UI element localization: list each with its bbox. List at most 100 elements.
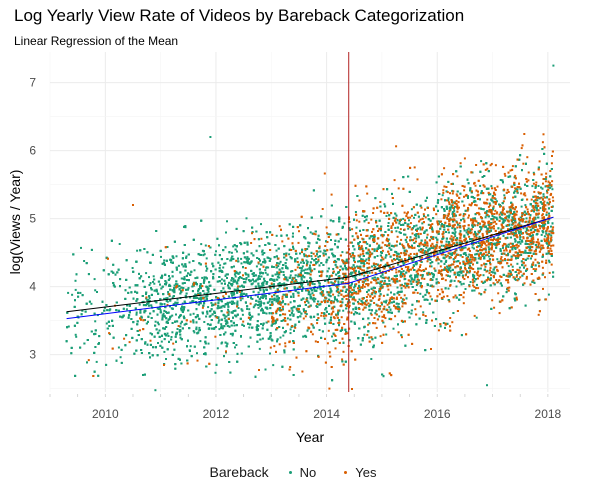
data-point-no (284, 276, 287, 279)
data-point-no (462, 213, 465, 216)
data-point-no (184, 302, 187, 304)
data-point-no (205, 265, 208, 268)
data-point-no (276, 272, 279, 275)
data-point-no (489, 193, 492, 196)
data-point-no (351, 235, 354, 238)
data-point-no (532, 171, 535, 174)
data-point-no (425, 289, 428, 292)
data-point-no (551, 230, 554, 233)
data-point-no (330, 307, 333, 310)
data-point-no (404, 233, 407, 236)
data-point-no (313, 283, 316, 286)
data-point-no (222, 304, 225, 307)
data-point-no (193, 345, 196, 348)
data-point-no (276, 340, 278, 343)
data-point-no (171, 331, 174, 334)
data-point-no (474, 230, 476, 233)
data-point-no (387, 222, 390, 224)
data-point-no (201, 276, 204, 279)
data-point-no (462, 247, 465, 250)
data-point-no (325, 310, 328, 313)
data-point-no (355, 274, 358, 277)
data-point-no (405, 241, 408, 244)
data-point-no (440, 225, 443, 228)
data-point-no (79, 291, 82, 294)
data-point-no (275, 249, 278, 252)
data-point-no (268, 300, 271, 303)
data-point-no (480, 160, 483, 163)
data-point-no (221, 300, 223, 303)
data-point-no (484, 248, 487, 251)
data-point-no (513, 191, 516, 194)
data-point-no (303, 255, 306, 258)
data-point-no (170, 336, 173, 338)
data-point-no (183, 300, 186, 303)
data-point-no (542, 193, 545, 196)
data-point-no (264, 269, 267, 272)
data-point-no (314, 297, 317, 300)
data-point-no (282, 293, 285, 296)
data-point-no (247, 273, 250, 276)
data-point-no (307, 293, 310, 296)
data-point-no (511, 246, 514, 249)
data-point-no (426, 236, 428, 239)
data-point-no (171, 314, 174, 317)
data-point-no (524, 204, 527, 207)
data-point-no (503, 194, 506, 197)
data-point-no (317, 234, 320, 237)
data-point-no (248, 262, 251, 265)
data-point-no (261, 250, 264, 253)
data-point-no (204, 244, 207, 247)
data-point-no (415, 233, 418, 236)
data-point-no (437, 220, 440, 223)
data-point-no (475, 316, 478, 319)
data-point-no (148, 276, 150, 279)
data-point-no (268, 292, 271, 295)
data-point-no (343, 222, 346, 225)
data-point-no (453, 279, 456, 282)
data-point-no (230, 251, 233, 254)
data-point-no (162, 312, 165, 315)
data-point-no (187, 309, 190, 312)
data-point-no (67, 325, 70, 328)
data-point-no (163, 309, 166, 312)
data-point-no (225, 273, 228, 276)
data-point-no (394, 212, 397, 215)
data-point-no (198, 253, 201, 256)
data-point-no (454, 205, 456, 208)
data-point-no (482, 274, 485, 277)
data-point-no (377, 245, 380, 248)
data-point-no (173, 284, 176, 287)
data-point-no (222, 266, 225, 269)
data-point-no (216, 237, 219, 240)
data-point-no (496, 258, 499, 261)
data-point-no (194, 277, 197, 280)
data-point-no (531, 185, 534, 188)
data-point-no (260, 285, 263, 288)
data-point-no (487, 187, 490, 190)
data-point-no (367, 317, 370, 320)
data-point-no (295, 307, 298, 310)
data-point-no (75, 335, 78, 338)
data-point-no (338, 319, 341, 321)
data-point-no (304, 272, 307, 274)
data-point-no (274, 273, 277, 276)
data-point-no (374, 266, 377, 268)
data-point-no (214, 371, 217, 374)
data-point-no (142, 304, 145, 307)
data-point-no (74, 279, 77, 282)
data-point-no (318, 255, 321, 258)
data-point-no (401, 261, 404, 264)
data-point-no (223, 355, 225, 358)
data-point-no (165, 317, 168, 320)
data-point-no (400, 287, 403, 290)
data-point-no (155, 288, 158, 291)
data-point-no (316, 287, 319, 290)
data-point-no (285, 258, 288, 261)
data-point-no (397, 302, 400, 305)
data-point-no (97, 374, 100, 377)
data-point-no (301, 265, 304, 268)
data-point-no (163, 303, 166, 305)
data-point-no (449, 217, 452, 220)
